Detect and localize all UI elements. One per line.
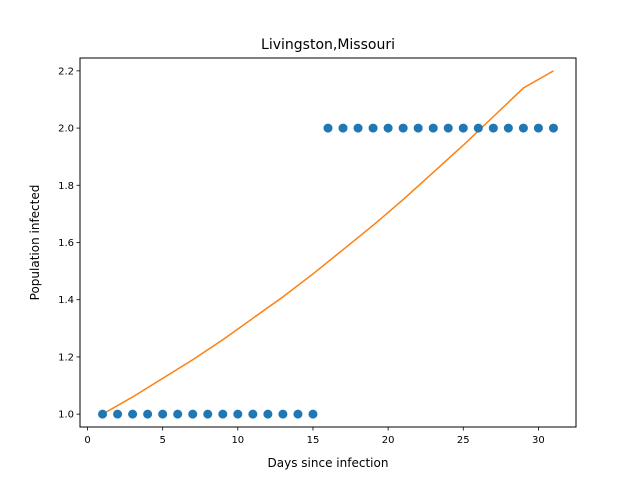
data-point <box>548 123 558 133</box>
data-point <box>473 123 483 133</box>
x-tick-label: 25 <box>457 435 470 446</box>
y-tick-label: 2.0 <box>58 124 74 135</box>
y-tick-label: 1.6 <box>58 238 74 249</box>
data-point <box>248 409 258 419</box>
data-point <box>218 409 228 419</box>
y-tick-label: 2.2 <box>58 66 74 77</box>
data-point <box>533 123 543 133</box>
data-point <box>308 409 318 419</box>
data-point <box>518 123 528 133</box>
data-point <box>368 123 378 133</box>
chart-title: Livingston,Missouri <box>261 37 395 53</box>
x-axis-label: Days since infection <box>268 456 389 470</box>
x-tick-label: 20 <box>382 435 395 446</box>
x-tick-label: 15 <box>307 435 320 446</box>
data-point <box>323 123 333 133</box>
data-point <box>353 123 363 133</box>
data-point <box>158 409 168 419</box>
data-point <box>113 409 123 419</box>
data-point <box>263 409 273 419</box>
data-point <box>128 409 138 419</box>
data-point <box>173 409 183 419</box>
data-point <box>278 409 288 419</box>
x-tick-label: 30 <box>532 435 545 446</box>
plot-frame <box>79 57 577 428</box>
y-tick-label: 1.4 <box>58 295 74 306</box>
data-point <box>503 123 513 133</box>
data-point <box>443 123 453 133</box>
x-axis: 0 5 10 15 20 25 30 <box>84 427 545 446</box>
y-tick-label: 1.2 <box>58 352 74 363</box>
y-axis-label: Population infected <box>28 185 42 301</box>
data-point <box>458 123 468 133</box>
data-point <box>398 123 408 133</box>
y-tick-label: 1.8 <box>58 181 74 192</box>
fit-curve-line <box>102 70 554 415</box>
y-tick-label: 1.0 <box>58 410 74 421</box>
data-point <box>338 123 348 133</box>
x-tick-label: 5 <box>159 435 165 446</box>
data-point <box>143 409 153 419</box>
data-point <box>203 409 213 419</box>
y-axis: 1.0 1.2 1.4 1.6 1.8 2.0 2.2 <box>58 66 80 421</box>
data-point <box>413 123 423 133</box>
data-point <box>293 409 303 419</box>
x-tick-label: 0 <box>84 435 90 446</box>
data-point <box>188 409 198 419</box>
data-point <box>233 409 243 419</box>
data-point <box>428 123 438 133</box>
data-point <box>383 123 393 133</box>
x-tick-label: 10 <box>231 435 244 446</box>
data-point <box>98 409 108 419</box>
data-point <box>488 123 498 133</box>
